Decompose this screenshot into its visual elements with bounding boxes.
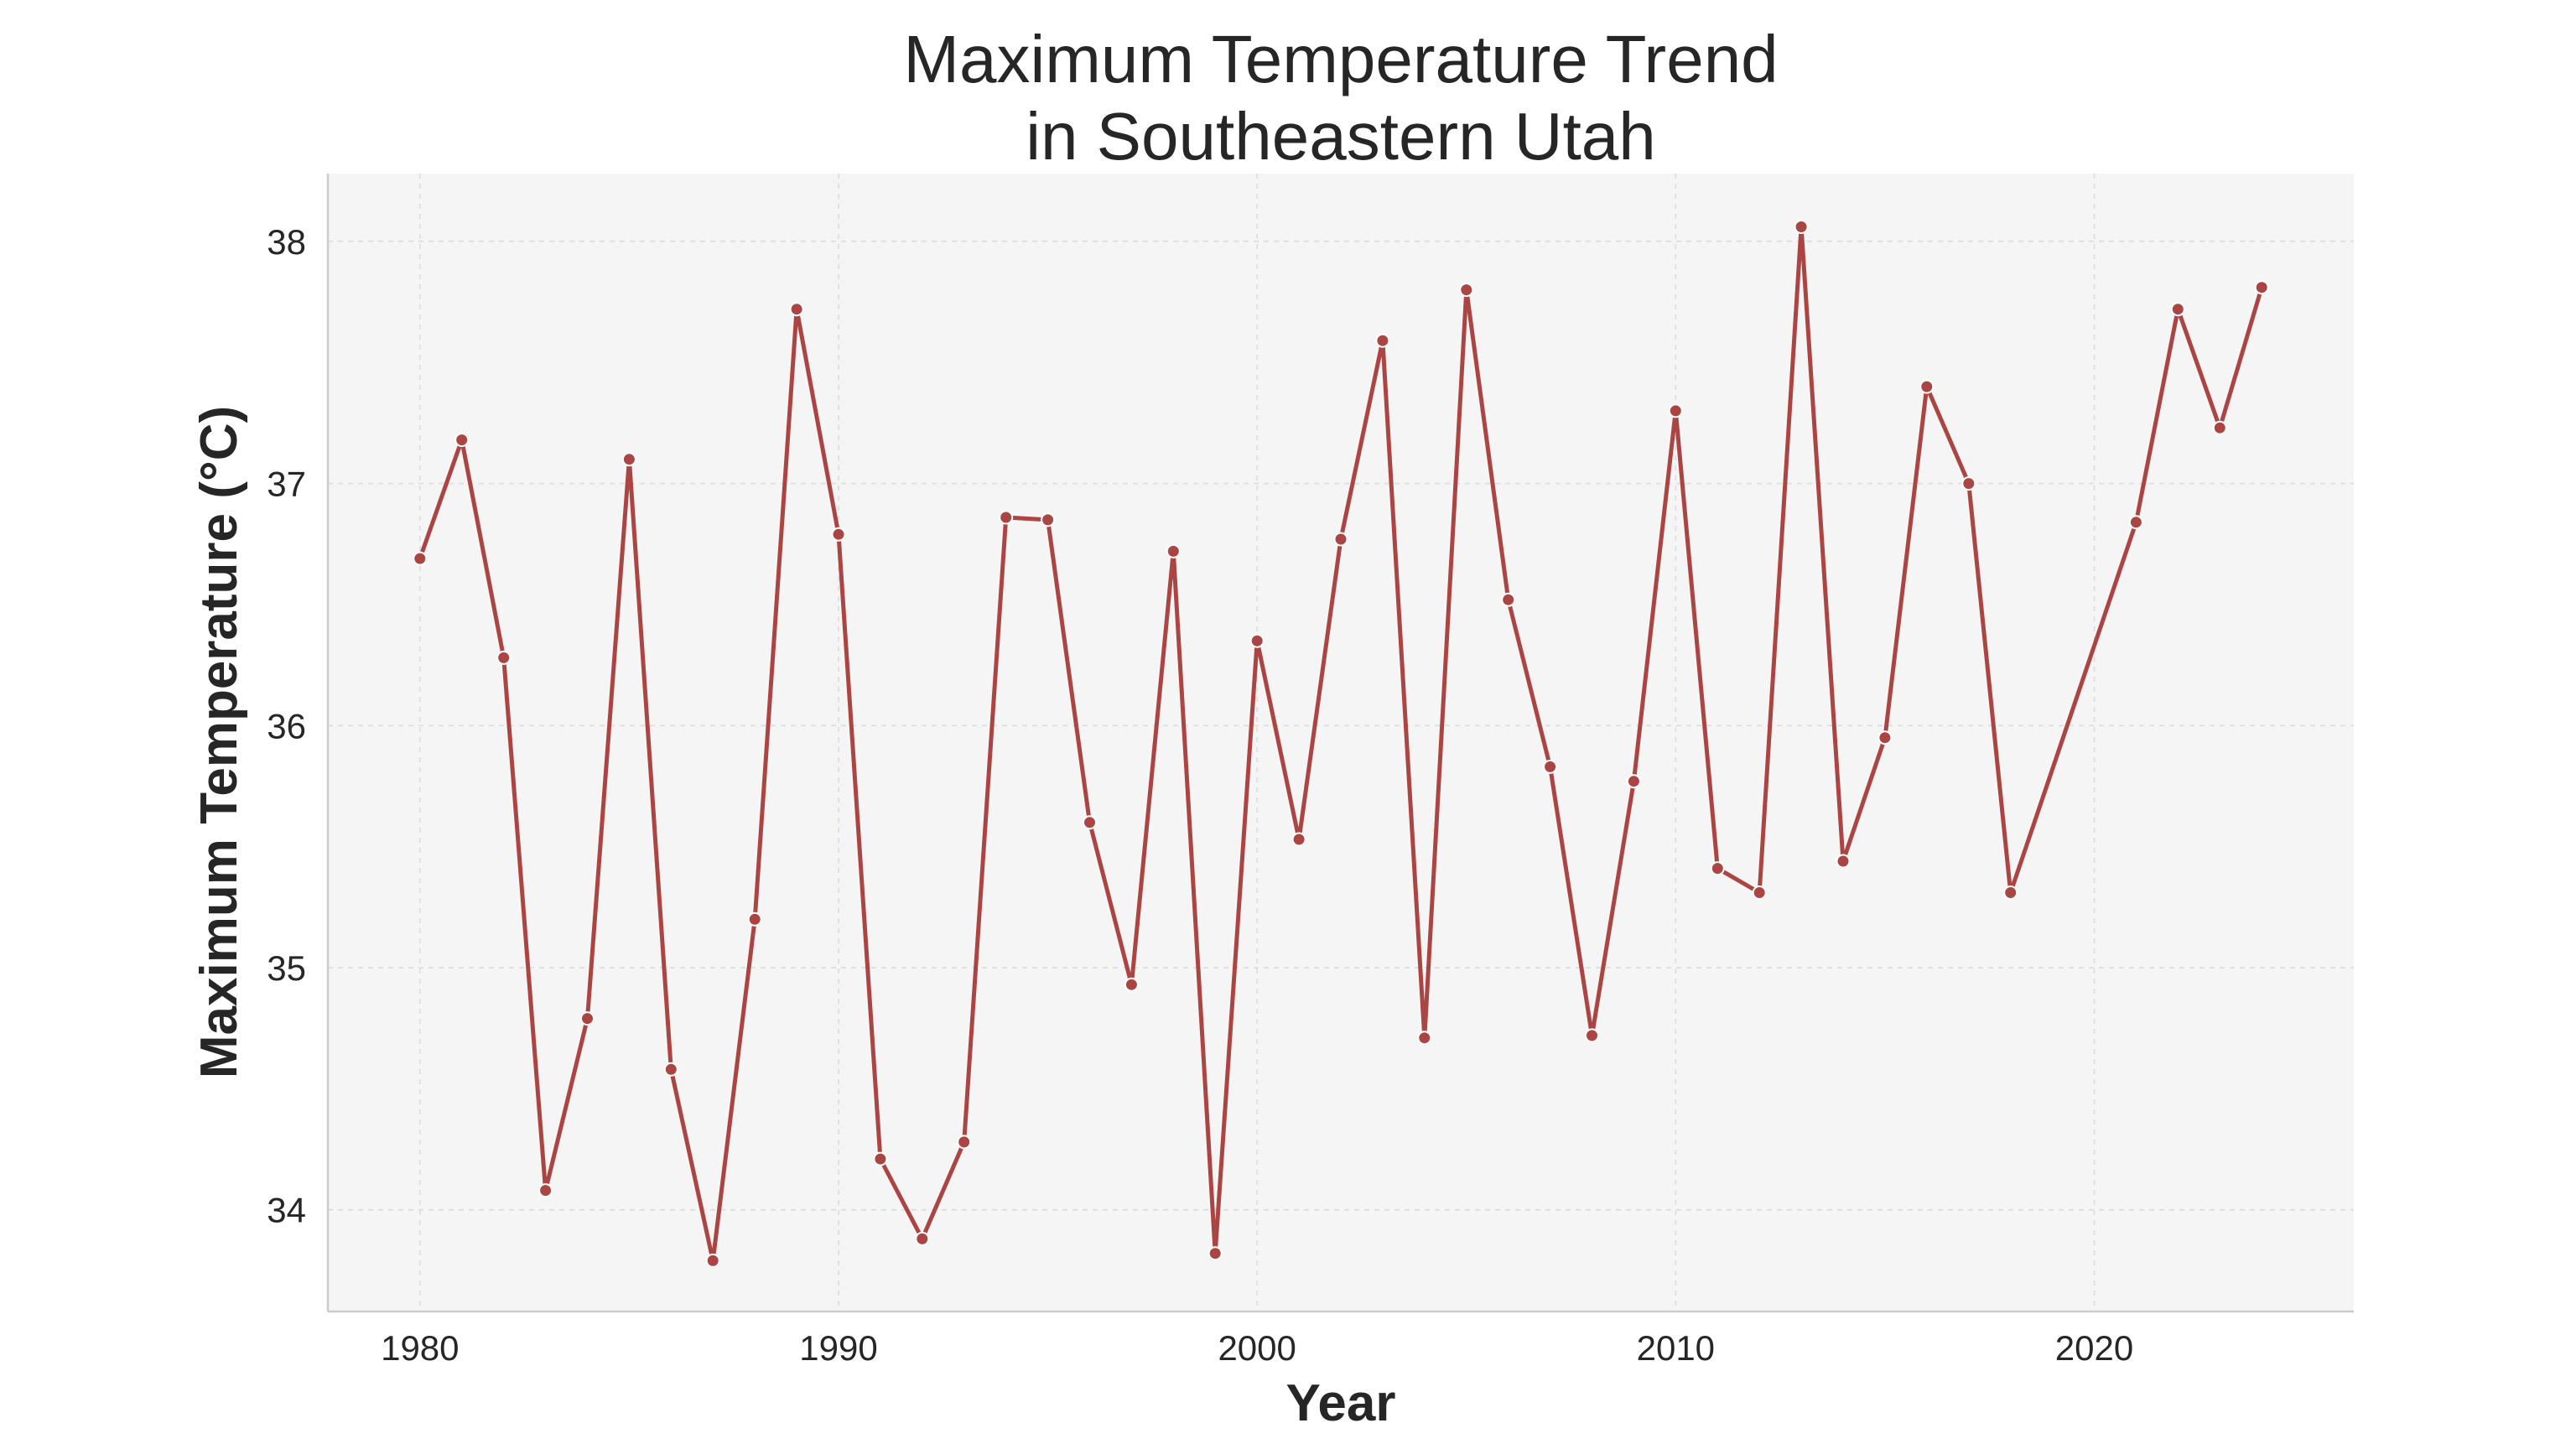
data-point <box>1501 592 1516 607</box>
data-point <box>2254 280 2269 295</box>
grid-lines <box>328 174 2354 1311</box>
data-point <box>831 527 846 542</box>
data-point <box>1291 832 1306 847</box>
data-point <box>2003 886 2018 900</box>
data-point <box>1794 220 1809 234</box>
data-point <box>1836 854 1851 869</box>
chart-title-line-1: Maximum Temperature Trend <box>903 22 1778 96</box>
x-tick-label: 2020 <box>2055 1328 2133 1368</box>
y-tick-label: 34 <box>267 1191 306 1230</box>
data-point <box>1919 379 1935 394</box>
data-point <box>999 510 1014 525</box>
data-point <box>496 650 512 665</box>
data-point <box>1041 512 1056 527</box>
chart-title-line-2: in Southeastern Utah <box>1026 99 1656 174</box>
y-axis-label: Maximum Temperature (°C) <box>190 406 248 1078</box>
data-point <box>1585 1028 1599 1043</box>
data-point <box>2128 515 2143 530</box>
data-point <box>1626 774 1641 789</box>
data-point <box>454 433 470 448</box>
data-point <box>413 551 428 566</box>
plot-area <box>328 174 2354 1311</box>
data-point <box>621 452 636 467</box>
data-point <box>789 302 804 317</box>
y-tick-label: 35 <box>267 948 306 988</box>
data-point <box>1249 633 1265 648</box>
data-point <box>1668 403 1683 418</box>
y-tick-labels: 34 35 36 37 38 <box>267 222 306 1230</box>
data-point <box>663 1062 678 1077</box>
y-tick-label: 37 <box>267 465 306 504</box>
data-point <box>705 1253 720 1268</box>
y-tick-label: 36 <box>267 706 306 745</box>
series-markers <box>413 220 2269 1268</box>
x-tick-label: 1980 <box>381 1328 459 1368</box>
x-axis-label: Year <box>1285 1374 1395 1432</box>
data-point <box>1961 476 1976 491</box>
axes <box>326 174 2354 1313</box>
data-point <box>747 911 762 927</box>
data-point <box>1375 333 1390 348</box>
data-point <box>2212 420 2227 435</box>
data-point <box>580 1011 595 1026</box>
x-tick-label: 2010 <box>1637 1328 1715 1368</box>
x-tick-labels: 1980 1990 2000 2010 2020 <box>381 1328 2133 1368</box>
x-tick-label: 1990 <box>799 1328 877 1368</box>
data-point <box>1877 730 1893 745</box>
data-point <box>915 1231 930 1246</box>
data-point <box>538 1183 553 1198</box>
data-point <box>1166 543 1181 558</box>
data-point <box>1459 283 1474 298</box>
data-point <box>1710 861 1725 876</box>
data-point <box>1083 815 1097 830</box>
data-point <box>957 1135 972 1150</box>
data-point <box>1752 886 1767 900</box>
data-point <box>1208 1246 1223 1261</box>
data-point <box>1543 759 1558 774</box>
x-tick-label: 2000 <box>1218 1328 1296 1368</box>
data-point <box>1333 532 1348 547</box>
y-tick-label: 38 <box>267 222 306 262</box>
data-point <box>1124 977 1139 992</box>
data-point <box>873 1151 888 1166</box>
data-point <box>2170 302 2185 317</box>
data-point <box>1417 1031 1432 1046</box>
